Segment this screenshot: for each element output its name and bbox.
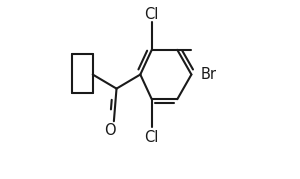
- Text: O: O: [104, 123, 116, 137]
- Text: Cl: Cl: [144, 7, 158, 22]
- Text: Cl: Cl: [144, 130, 158, 146]
- Text: Br: Br: [201, 67, 217, 82]
